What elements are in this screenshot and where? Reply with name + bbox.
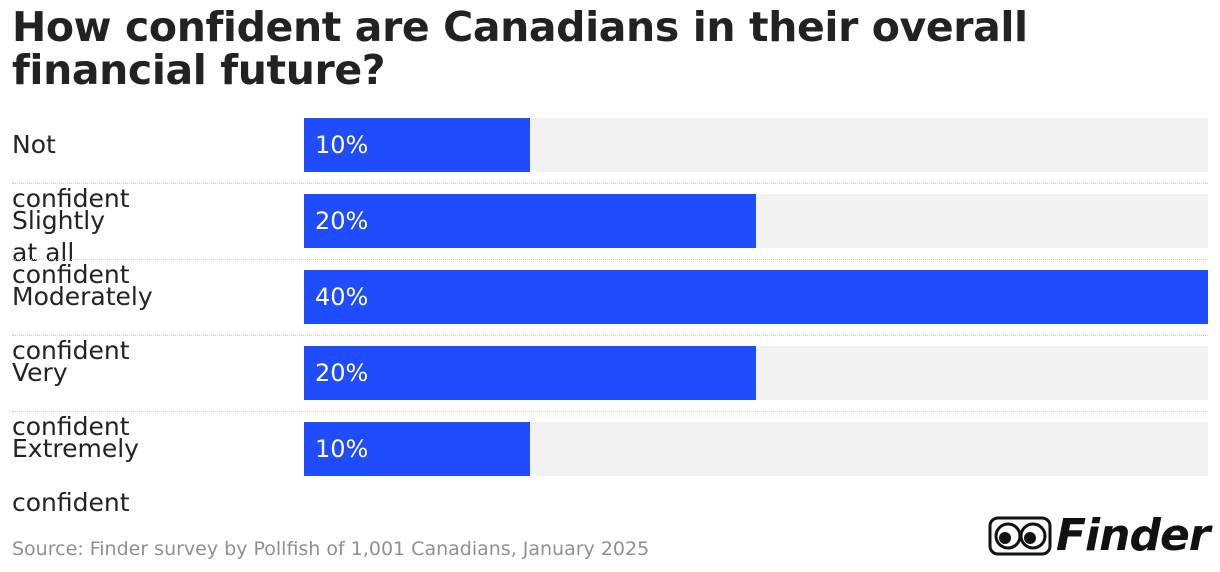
bar-value-label: 10% bbox=[315, 131, 369, 159]
bar-track: 10% bbox=[304, 422, 1208, 476]
row-divider bbox=[12, 259, 1208, 260]
logo-wordmark: Finder bbox=[1056, 510, 1210, 561]
category-label: Not confident at all bbox=[12, 130, 130, 267]
chart-title: How confident are Canadians in their ove… bbox=[12, 3, 1028, 94]
source-note: Source: Finder survey by Pollfish of 1,0… bbox=[12, 538, 650, 560]
bar-value-label: 20% bbox=[315, 207, 369, 235]
bar: 40% bbox=[304, 270, 1208, 324]
row-divider bbox=[12, 183, 1208, 184]
category-label: Extremely confident bbox=[12, 434, 139, 517]
bar-value-label: 10% bbox=[315, 435, 369, 463]
eyes-icon bbox=[988, 516, 1052, 556]
bar: 10% bbox=[304, 422, 530, 476]
bar-track: 40% bbox=[304, 270, 1208, 324]
bar-value-label: 40% bbox=[315, 283, 369, 311]
bar-track: 20% bbox=[304, 194, 1208, 248]
row-divider bbox=[12, 411, 1208, 412]
category-label: Moderately confident bbox=[12, 282, 153, 365]
category-label: Slightly confident bbox=[12, 206, 130, 289]
bar: 20% bbox=[304, 346, 756, 400]
row-divider bbox=[12, 335, 1208, 336]
bar-value-label: 20% bbox=[315, 359, 369, 387]
finder-logo[interactable]: Finder bbox=[988, 512, 1210, 560]
bar: 20% bbox=[304, 194, 756, 248]
bar: 10% bbox=[304, 118, 530, 172]
bar-track: 20% bbox=[304, 346, 1208, 400]
category-label: Very confident bbox=[12, 358, 130, 441]
bar-track: 10% bbox=[304, 118, 1208, 172]
